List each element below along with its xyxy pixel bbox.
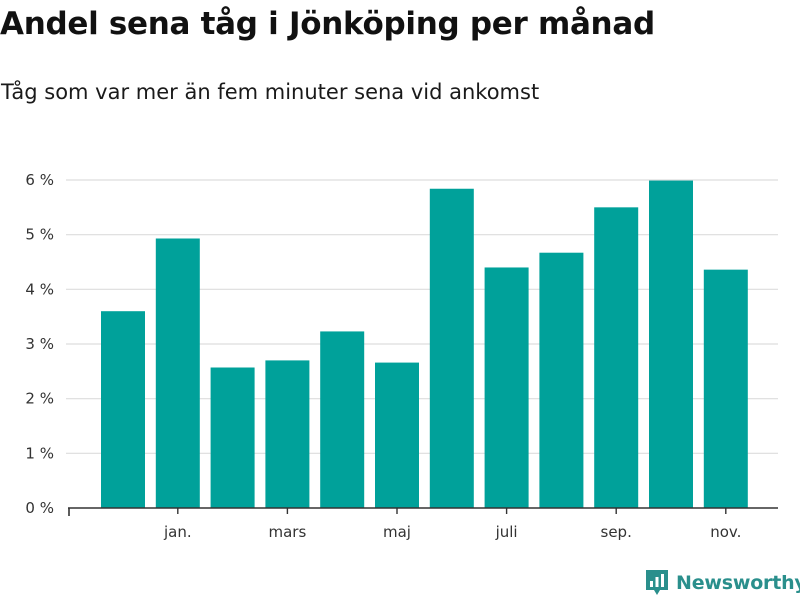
- bar-sep: [594, 207, 639, 509]
- y-tick-label: 5 %: [25, 226, 54, 244]
- x-tick-label: nov.: [710, 523, 741, 541]
- bar-aug: [539, 252, 584, 508]
- bar-mars: [265, 360, 310, 508]
- x-tick-label: juli: [495, 523, 518, 541]
- bar-maj: [375, 362, 419, 508]
- newsworthy-logo-icon: [646, 570, 668, 595]
- bar-nov: [703, 269, 748, 508]
- bar-jan: [155, 238, 200, 508]
- bar-april: [320, 331, 365, 508]
- x-tick-label: maj: [383, 523, 411, 541]
- x-tick-label: jan.: [163, 523, 192, 541]
- bar-juni: [429, 188, 474, 508]
- chart-subtitle: Tåg som var mer än fem minuter sena vid …: [1, 80, 540, 104]
- bar-okt: [649, 180, 693, 508]
- bar-chart: 0 % 1 % 2 % 3 % 4 % 5 % 6 % jan. mars maj juli sep.…: [25, 171, 778, 541]
- y-tick-label: 2 %: [25, 390, 54, 408]
- y-tick-label: 3 %: [25, 335, 54, 353]
- bar-feb: [210, 367, 255, 508]
- x-tick-label: mars: [269, 523, 307, 541]
- y-tick-label: 1 %: [25, 444, 54, 462]
- newsworthy-logo-text: Newsworthy: [676, 572, 800, 594]
- bar-juli: [484, 267, 529, 508]
- bar-dec: [101, 311, 145, 508]
- chart-title: Andel sena tåg i Jönköping per månad: [0, 6, 655, 42]
- y-tick-label: 6 %: [25, 171, 54, 189]
- newsworthy-logo: Newsworthy: [644, 568, 800, 598]
- y-tick-label: 0 %: [25, 499, 54, 517]
- x-tick-label: sep.: [601, 523, 632, 541]
- y-tick-label: 4 %: [25, 280, 54, 298]
